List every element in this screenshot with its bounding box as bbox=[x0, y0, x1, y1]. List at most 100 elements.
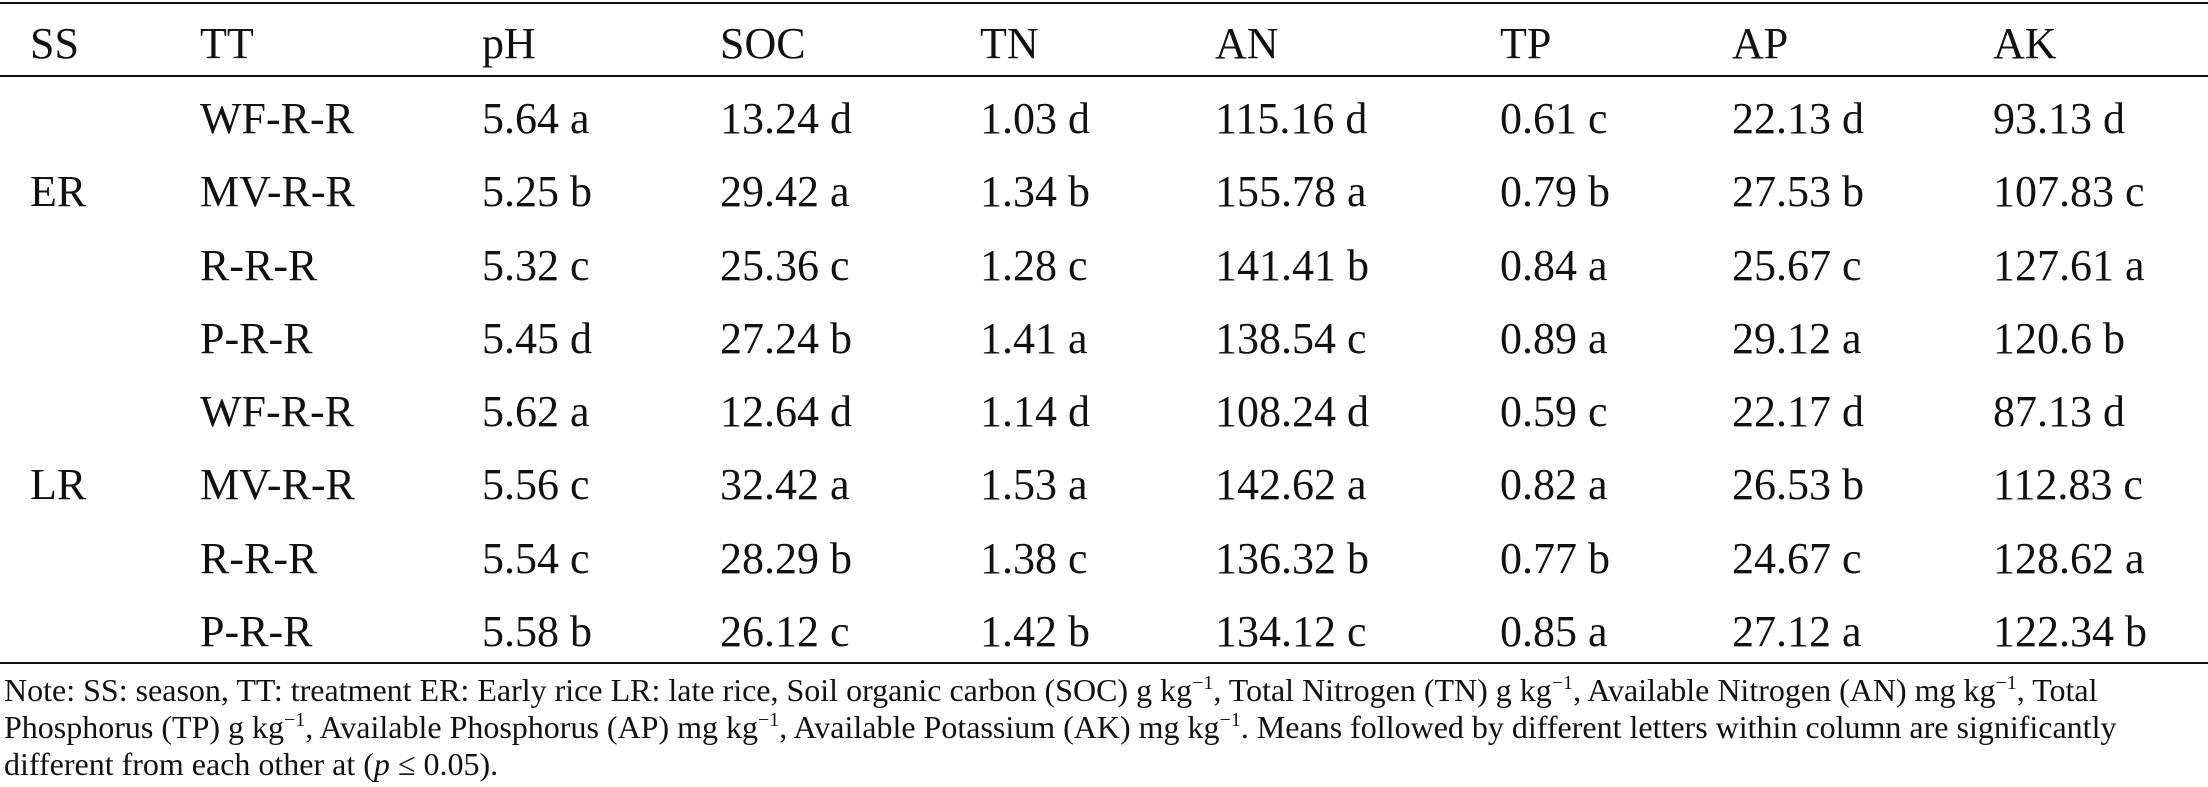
cell-an: 141.41 b bbox=[1215, 240, 1369, 290]
cell-ak: 93.13 d bbox=[1993, 94, 2125, 143]
cell-an: 108.24 d bbox=[1215, 387, 1369, 437]
cell-ap: 25.67 c bbox=[1732, 240, 1862, 290]
cell-treatment: P-R-R bbox=[200, 313, 313, 363]
cell-tn: 1.34 b bbox=[980, 167, 1090, 217]
cell-soc: 13.24 d bbox=[720, 94, 852, 143]
cell-an: 155.78 a bbox=[1215, 167, 1367, 217]
cell-treatment: R-R-R bbox=[200, 240, 318, 290]
note-superscript: −1 bbox=[1995, 672, 2017, 694]
table-row: WF-R-R 5.64 a 13.24 d 1.03 d 115.16 d 0.… bbox=[0, 86, 2208, 159]
table-bottom-rule bbox=[0, 662, 2208, 664]
cell-soc: 28.29 b bbox=[720, 533, 852, 583]
cell-tp: 0.59 c bbox=[1500, 387, 1608, 437]
cell-treatment: R-R-R bbox=[200, 533, 318, 583]
table-row: ER MV-R-R 5.25 b 29.42 a 1.34 b 155.78 a… bbox=[0, 159, 2208, 232]
cell-ap: 22.13 d bbox=[1732, 94, 1864, 143]
note-text-5: , Available Phosphorus (AP) mg kg bbox=[305, 709, 759, 745]
header-ap: AP bbox=[1732, 19, 1789, 68]
header-tn: TN bbox=[980, 19, 1039, 68]
table-note: Note: SS: season, TT: treatment ER: Earl… bbox=[4, 672, 2204, 783]
cell-an: 142.62 a bbox=[1215, 460, 1367, 510]
table-body: WF-R-R 5.64 a 13.24 d 1.03 d 115.16 d 0.… bbox=[0, 86, 2208, 672]
note-text-3: , Available Nitrogen (AN) mg kg bbox=[1573, 672, 1996, 708]
cell-tn: 1.14 d bbox=[980, 387, 1090, 437]
cell-ak: 120.6 b bbox=[1993, 313, 2125, 363]
cell-ap: 27.12 a bbox=[1732, 607, 1862, 657]
cell-ak: 107.83 c bbox=[1993, 167, 2145, 217]
cell-tn: 1.42 b bbox=[980, 607, 1090, 657]
cell-tp: 0.89 a bbox=[1500, 313, 1608, 363]
header-ak: AK bbox=[1993, 19, 2057, 68]
cell-soc: 12.64 d bbox=[720, 387, 852, 437]
cell-tp: 0.85 a bbox=[1500, 607, 1608, 657]
cell-soc: 26.12 c bbox=[720, 607, 850, 657]
table-row: R-R-R 5.54 c 28.29 b 1.38 c 136.32 b 0.7… bbox=[0, 526, 2208, 599]
note-superscript: −1 bbox=[758, 709, 780, 731]
note-text-1: Note: SS: season, TT: treatment ER: Earl… bbox=[4, 672, 1193, 708]
cell-ap: 24.67 c bbox=[1732, 533, 1862, 583]
cell-treatment: WF-R-R bbox=[200, 387, 354, 437]
cell-ph: 5.56 c bbox=[482, 460, 590, 510]
cell-tp: 0.82 a bbox=[1500, 460, 1608, 510]
cell-tn: 1.03 d bbox=[980, 94, 1090, 143]
cell-ak: 128.62 a bbox=[1993, 533, 2145, 583]
cell-tp: 0.61 c bbox=[1500, 94, 1608, 143]
note-text-4: , Total Phosphorus (TP) g kg bbox=[4, 672, 2098, 745]
note-superscript: −1 bbox=[1551, 672, 1574, 694]
cell-ak: 127.61 a bbox=[1993, 240, 2145, 290]
cell-ph: 5.25 b bbox=[482, 167, 592, 217]
table-row: P-R-R 5.45 d 27.24 b 1.41 a 138.54 c 0.8… bbox=[0, 306, 2208, 379]
cell-ak: 87.13 d bbox=[1993, 387, 2125, 437]
cell-ph: 5.45 d bbox=[482, 313, 592, 363]
cell-tn: 1.38 c bbox=[980, 533, 1088, 583]
cell-treatment: MV-R-R bbox=[200, 460, 355, 510]
table-top-rule bbox=[0, 2, 2208, 4]
header-ph: pH bbox=[482, 19, 536, 68]
cell-tp: 0.79 b bbox=[1500, 167, 1610, 217]
cell-treatment: MV-R-R bbox=[200, 167, 355, 217]
table-header-rule bbox=[0, 75, 2208, 77]
table-row: WF-R-R 5.62 a 12.64 d 1.14 d 108.24 d 0.… bbox=[0, 379, 2208, 452]
note-p-symbol: p bbox=[373, 746, 390, 782]
cell-tn: 1.53 a bbox=[980, 460, 1088, 510]
table-header-row: SS TT pH SOC TN AN TP AP AK bbox=[0, 14, 2208, 74]
cell-an: 138.54 c bbox=[1215, 313, 1367, 363]
header-tt: TT bbox=[200, 19, 254, 68]
cell-an: 115.16 d bbox=[1215, 94, 1368, 143]
cell-tn: 1.41 a bbox=[980, 313, 1088, 363]
cell-ap: 29.12 a bbox=[1732, 313, 1862, 363]
cell-ak: 122.34 b bbox=[1993, 607, 2147, 657]
cell-soc: 27.24 b bbox=[720, 313, 852, 363]
cell-ph: 5.54 c bbox=[482, 533, 590, 583]
note-text-8: ≤ 0.05). bbox=[389, 746, 499, 782]
season-label-lr: LR bbox=[30, 460, 87, 510]
note-text-7: . Means followed by different letters wi… bbox=[4, 709, 2117, 782]
cell-an: 136.32 b bbox=[1215, 533, 1369, 583]
cell-ph: 5.58 b bbox=[482, 607, 592, 657]
note-text-2: , Total Nitrogen (TN) g kg bbox=[1213, 672, 1552, 708]
cell-treatment: WF-R-R bbox=[200, 94, 354, 143]
header-ss: SS bbox=[30, 19, 79, 68]
cell-tp: 0.77 b bbox=[1500, 533, 1610, 583]
cell-ph: 5.62 a bbox=[482, 387, 590, 437]
table-row: LR MV-R-R 5.56 c 32.42 a 1.53 a 142.62 a… bbox=[0, 452, 2208, 525]
table-row: R-R-R 5.32 c 25.36 c 1.28 c 141.41 b 0.8… bbox=[0, 233, 2208, 306]
cell-soc: 32.42 a bbox=[720, 460, 850, 510]
cell-ap: 26.53 b bbox=[1732, 460, 1864, 510]
header-an: AN bbox=[1215, 19, 1279, 68]
cell-ap: 27.53 b bbox=[1732, 167, 1864, 217]
table-row: P-R-R 5.58 b 26.12 c 1.42 b 134.12 c 0.8… bbox=[0, 599, 2208, 672]
note-superscript: −1 bbox=[1219, 709, 1241, 731]
cell-ph: 5.32 c bbox=[482, 240, 590, 290]
cell-soc: 29.42 a bbox=[720, 167, 850, 217]
season-label-er: ER bbox=[30, 167, 87, 217]
cell-tn: 1.28 c bbox=[980, 240, 1088, 290]
cell-ak: 112.83 c bbox=[1993, 460, 2143, 510]
cell-an: 134.12 c bbox=[1215, 607, 1367, 657]
note-superscript: −1 bbox=[1192, 672, 1214, 694]
note-superscript: −1 bbox=[284, 709, 306, 731]
cell-ap: 22.17 d bbox=[1732, 387, 1864, 437]
header-tp: TP bbox=[1500, 19, 1552, 68]
header-soc: SOC bbox=[720, 19, 806, 68]
cell-tp: 0.84 a bbox=[1500, 240, 1608, 290]
